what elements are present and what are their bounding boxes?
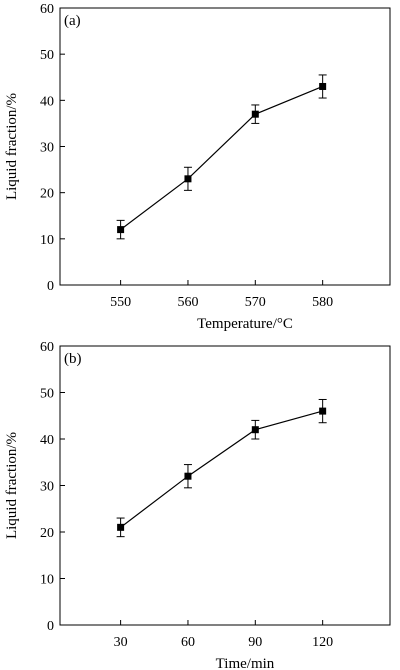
y-tick-label: 40 (40, 433, 54, 448)
data-point-marker (184, 472, 192, 480)
y-tick-label: 50 (40, 387, 54, 402)
data-point-marker (319, 82, 327, 90)
x-tick-label: 120 (312, 635, 333, 650)
y-tick-label: 20 (40, 526, 54, 541)
y-tick-label: 10 (40, 573, 54, 588)
x-tick-label: 570 (245, 295, 266, 310)
x-tick-label: 550 (110, 295, 131, 310)
panel-label: (b) (64, 351, 82, 367)
y-tick-label: 50 (40, 48, 54, 63)
chart-panel-a: 0 10 20 30 40 50 60 550 560 570 580 (a) Temperature/… (4, 2, 391, 332)
x-tick-label: 30 (114, 635, 128, 650)
data-point-marker (184, 175, 192, 183)
y-tick-label: 10 (40, 233, 54, 248)
panel-label: (a) (64, 13, 81, 29)
plot-frame (59, 7, 391, 286)
y-tick-label: 60 (40, 340, 54, 355)
y-tick-label: 0 (47, 619, 54, 634)
data-point-marker (251, 426, 259, 434)
x-tick-label: 560 (177, 295, 198, 310)
y-tick-label: 20 (40, 187, 54, 202)
data-point-marker (251, 110, 259, 118)
y-axis-label: Liquid fraction/% (4, 93, 20, 200)
y-tick-label: 30 (40, 141, 54, 156)
y-tick-label: 0 (47, 279, 54, 294)
plot-frame (59, 345, 391, 626)
x-tick-label: 580 (312, 295, 333, 310)
data-point-marker (117, 523, 125, 531)
chart-panel-b: 0 10 20 30 40 50 60 30 60 90 120 (b) Time/min Liquid … (4, 340, 391, 670)
x-axis-label: Time/min (216, 656, 275, 670)
series-line (120, 410, 323, 528)
x-tick-label: 90 (248, 635, 262, 650)
series-line (120, 85, 323, 231)
y-tick-label: 30 (40, 480, 54, 495)
y-axis-label: Liquid fraction/% (4, 432, 20, 539)
x-tick-label: 60 (181, 635, 195, 650)
y-tick-label: 60 (40, 2, 54, 17)
data-point-marker (117, 226, 125, 234)
y-tick-label: 40 (40, 94, 54, 109)
data-point-marker (319, 407, 327, 415)
x-axis-label: Temperature/°C (197, 316, 293, 332)
